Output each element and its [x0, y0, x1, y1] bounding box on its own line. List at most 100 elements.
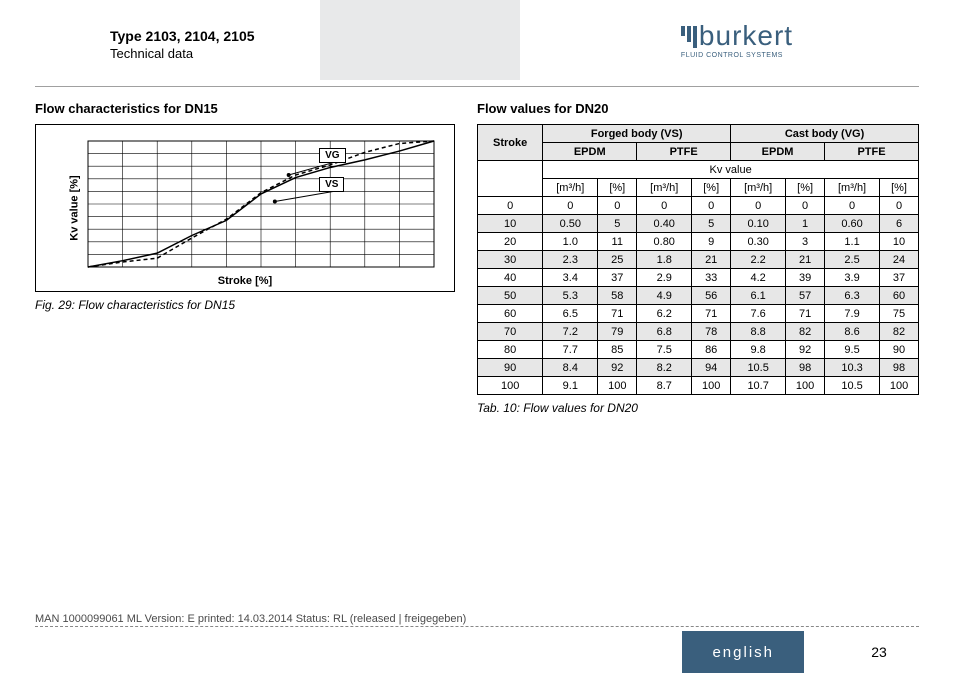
- cell-value: 6.8: [637, 323, 692, 341]
- cell-value: 100: [692, 377, 731, 395]
- cell-stroke: 60: [478, 305, 543, 323]
- cell-value: 37: [880, 269, 919, 287]
- cell-value: 7.2: [543, 323, 598, 341]
- cell-value: 71: [598, 305, 637, 323]
- cell-value: 2.2: [731, 251, 786, 269]
- cell-value: 7.9: [825, 305, 880, 323]
- type-title: Type 2103, 2104, 2105: [110, 28, 320, 44]
- cell-value: 6: [880, 215, 919, 233]
- th-epdm-2: EPDM: [731, 143, 825, 161]
- cell-value: 3: [786, 233, 825, 251]
- cell-stroke: 30: [478, 251, 543, 269]
- th-empty: [478, 161, 543, 197]
- cell-value: 5: [598, 215, 637, 233]
- chart-caption: Fig. 29: Flow characteristics for DN15: [35, 298, 455, 312]
- cell-value: 58: [598, 287, 637, 305]
- header-title-block: Type 2103, 2104, 2105 Technical data: [0, 0, 320, 80]
- cell-value: 71: [786, 305, 825, 323]
- cell-value: 0: [786, 197, 825, 215]
- cell-value: 11: [598, 233, 637, 251]
- th-ptfe-1: PTFE: [637, 143, 731, 161]
- cell-stroke: 40: [478, 269, 543, 287]
- cell-value: 9.1: [543, 377, 598, 395]
- footer-language: english: [682, 631, 804, 673]
- cell-value: 57: [786, 287, 825, 305]
- cell-value: 3.9: [825, 269, 880, 287]
- cell-value: 7.7: [543, 341, 598, 359]
- th-unit-pct: [%]: [786, 179, 825, 197]
- cell-value: 0: [692, 197, 731, 215]
- table-row: 100.5050.4050.1010.606: [478, 215, 919, 233]
- th-unit-m3h: [m³/h]: [543, 179, 598, 197]
- cell-value: 25: [598, 251, 637, 269]
- cell-value: 0.10: [731, 215, 786, 233]
- cell-value: 0.40: [637, 215, 692, 233]
- cell-value: 56: [692, 287, 731, 305]
- table-row: 707.2796.8788.8828.682: [478, 323, 919, 341]
- chart-y-label: Kv value [%]: [69, 175, 81, 240]
- cell-value: 0.60: [825, 215, 880, 233]
- th-kv: Kv value: [543, 161, 919, 179]
- logo-tagline: FLUID CONTROL SYSTEMS: [681, 52, 783, 59]
- table-row: 302.3251.8212.2212.524: [478, 251, 919, 269]
- cell-value: 5: [692, 215, 731, 233]
- cell-stroke: 50: [478, 287, 543, 305]
- logo-wordmark: burkert: [699, 22, 793, 50]
- footer-page-number: 23: [804, 631, 954, 673]
- table-row: 1009.11008.710010.710010.5100: [478, 377, 919, 395]
- table-row: 403.4372.9334.2393.937: [478, 269, 919, 287]
- table-row: 201.0110.8090.3031.110: [478, 233, 919, 251]
- cell-value: 94: [692, 359, 731, 377]
- cell-value: 37: [598, 269, 637, 287]
- cell-value: 0.80: [637, 233, 692, 251]
- cell-value: 1.0: [543, 233, 598, 251]
- cell-value: 10.5: [731, 359, 786, 377]
- cell-value: 10.5: [825, 377, 880, 395]
- table-row: 000000000: [478, 197, 919, 215]
- content-area: Flow characteristics for DN15 Kv value […: [0, 87, 954, 415]
- table-body: 000000000100.5050.4050.1010.606201.0110.…: [478, 197, 919, 395]
- cell-value: 92: [786, 341, 825, 359]
- cell-value: 2.3: [543, 251, 598, 269]
- cell-value: 0: [731, 197, 786, 215]
- cell-value: 6.1: [731, 287, 786, 305]
- cell-value: 1.8: [637, 251, 692, 269]
- page-footer: english 23: [0, 631, 954, 673]
- table-header: Stroke Forged body (VS) Cast body (VG) E…: [478, 125, 919, 197]
- table-row: 807.7857.5869.8929.590: [478, 341, 919, 359]
- cell-value: 85: [598, 341, 637, 359]
- table-section-title: Flow values for DN20: [477, 101, 919, 116]
- footer-metadata: MAN 1000099061 ML Version: E printed: 14…: [35, 613, 919, 627]
- th-unit-m3h: [m³/h]: [637, 179, 692, 197]
- chart-x-label: Stroke [%]: [218, 275, 272, 287]
- cell-value: 10: [880, 233, 919, 251]
- th-forged: Forged body (VS): [543, 125, 731, 143]
- th-unit-pct: [%]: [880, 179, 919, 197]
- cell-value: 3.4: [543, 269, 598, 287]
- cell-value: 5.3: [543, 287, 598, 305]
- cell-value: 6.2: [637, 305, 692, 323]
- cell-value: 8.4: [543, 359, 598, 377]
- table-column: Flow values for DN20 Stroke Forged body …: [477, 101, 919, 415]
- cell-value: 0: [637, 197, 692, 215]
- page-header: Type 2103, 2104, 2105 Technical data bur…: [0, 0, 954, 80]
- th-unit-m3h: [m³/h]: [825, 179, 880, 197]
- burkert-logo: burkert FLUID CONTROL SYSTEMS: [681, 22, 793, 59]
- table-caption: Tab. 10: Flow values for DN20: [477, 401, 919, 415]
- cell-value: 2.9: [637, 269, 692, 287]
- cell-stroke: 10: [478, 215, 543, 233]
- cell-value: 98: [880, 359, 919, 377]
- cell-value: 8.7: [637, 377, 692, 395]
- th-unit-m3h: [m³/h]: [731, 179, 786, 197]
- cell-value: 98: [786, 359, 825, 377]
- cell-value: 10.7: [731, 377, 786, 395]
- cell-value: 33: [692, 269, 731, 287]
- cell-stroke: 80: [478, 341, 543, 359]
- cell-value: 4.2: [731, 269, 786, 287]
- cell-value: 78: [692, 323, 731, 341]
- chart-legend-vs: VS: [319, 177, 344, 192]
- cell-value: 21: [786, 251, 825, 269]
- cell-value: 90: [880, 341, 919, 359]
- cell-value: 82: [880, 323, 919, 341]
- logo-bars-icon: [681, 26, 697, 48]
